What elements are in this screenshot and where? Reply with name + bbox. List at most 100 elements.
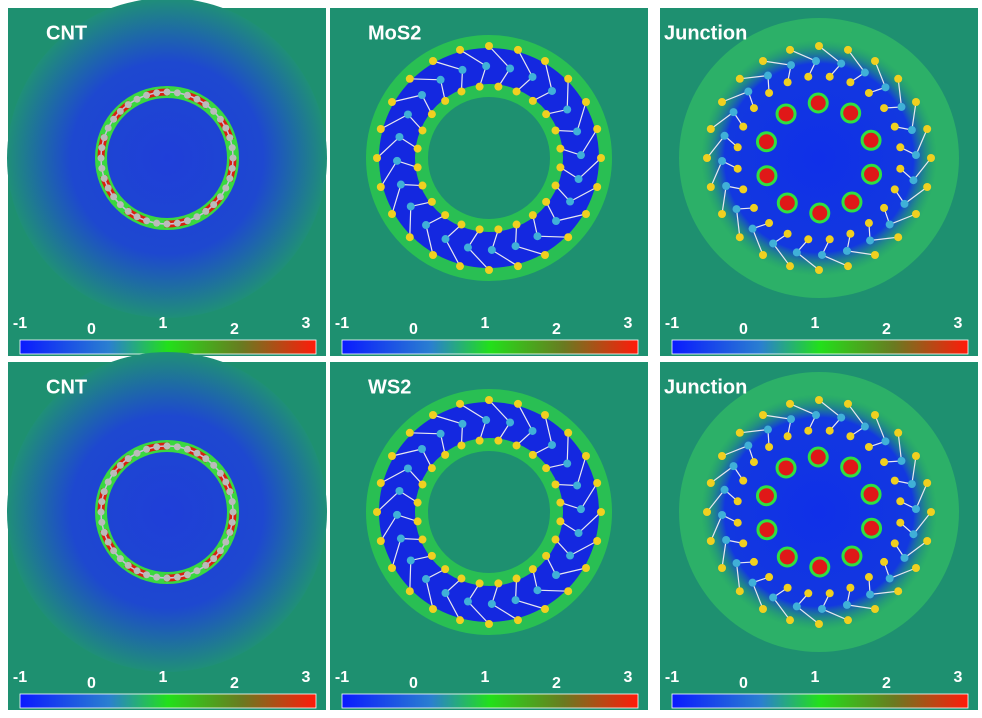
carbon-atom: [110, 470, 117, 477]
carbon-atom: [117, 462, 124, 469]
sulfur-atom: [377, 479, 385, 487]
sulfur-atom: [759, 251, 767, 259]
sulfur-atom: [441, 451, 449, 459]
sulfur-atom: [457, 441, 465, 449]
metal-atom: [488, 246, 496, 254]
metal-atom: [769, 593, 777, 601]
sulfur-atom: [476, 579, 484, 587]
colorbar-tick-label: 3: [302, 669, 311, 686]
metal-atom: [812, 57, 820, 65]
sulfur-atom: [418, 536, 426, 544]
sulfur-atom: [896, 497, 904, 505]
colorbar-tick-label: 3: [624, 669, 633, 686]
metal-atom: [437, 430, 445, 438]
sulfur-atom: [513, 221, 521, 229]
panel-title: CNT: [46, 22, 87, 44]
carbon-atom: [105, 538, 112, 545]
charge-spot: [757, 133, 775, 151]
carbon-atom: [117, 555, 124, 562]
sulfur-atom: [734, 143, 742, 151]
sulfur-atom: [844, 46, 852, 54]
sulfur-atom: [736, 75, 744, 83]
carbon-atom: [101, 529, 108, 536]
panel-title: Junction: [664, 22, 747, 44]
charge-spot: [809, 94, 827, 112]
colorbar: [20, 340, 316, 354]
carbon-atom: [117, 108, 124, 115]
colorbar-tick-label: 0: [739, 321, 748, 338]
charge-spot: [778, 194, 796, 212]
sulfur-atom: [406, 75, 414, 83]
metal-atom: [458, 420, 466, 428]
colorbar-tick-label: 3: [954, 669, 963, 686]
metal-atom: [552, 217, 560, 225]
metal-atom: [573, 481, 581, 489]
potential-field: [701, 40, 937, 276]
carbon-atom: [98, 144, 105, 151]
sulfur-atom: [457, 221, 465, 229]
metal-atom: [909, 176, 917, 184]
carbon-atom: [226, 175, 233, 182]
sulfur-atom: [494, 83, 502, 91]
metal-atom: [730, 462, 738, 470]
charge-spot: [842, 458, 860, 476]
carbon-atom: [101, 488, 108, 495]
sulfur-atom: [765, 573, 773, 581]
sulfur-atom: [377, 183, 385, 191]
sulfur-atom: [927, 508, 935, 516]
sulfur-atom: [765, 89, 773, 97]
sulfur-atom: [912, 452, 920, 460]
colorbar-tick-label: 3: [624, 315, 633, 332]
sulfur-atom: [513, 575, 521, 583]
sulfur-atom: [718, 452, 726, 460]
colorbar-tick-label: 1: [481, 669, 490, 686]
metal-atom: [793, 602, 801, 610]
sulfur-atom: [734, 497, 742, 505]
metal-atom: [722, 536, 730, 544]
metal-atom: [787, 61, 795, 69]
carbon-atom: [229, 144, 236, 151]
sulfur-atom: [894, 75, 902, 83]
sulfur-atom: [513, 87, 521, 95]
carbon-atom: [217, 193, 224, 200]
carbon-atom: [134, 213, 141, 220]
sulfur-atom: [871, 411, 879, 419]
sulfur-atom: [865, 573, 873, 581]
colorbar-tick-label: 2: [552, 675, 561, 692]
carbon-atom: [229, 519, 236, 526]
metal-atom: [900, 554, 908, 562]
colorbar-tick-label: -1: [335, 669, 349, 686]
metal-atom: [488, 600, 496, 608]
carbon-atom: [153, 443, 160, 450]
carbon-atom: [105, 479, 112, 486]
metal-atom: [548, 87, 556, 95]
metal-atom: [458, 66, 466, 74]
metal-atom: [733, 205, 741, 213]
sulfur-atom: [736, 587, 744, 595]
carbon-atom: [217, 470, 224, 477]
sulfur-atom: [718, 210, 726, 218]
sulfur-atom: [582, 452, 590, 460]
sulfur-atom: [703, 154, 711, 162]
metal-atom: [407, 202, 415, 210]
sulfur-atom: [784, 230, 792, 238]
metal-atom: [397, 181, 405, 189]
sulfur-atom: [457, 575, 465, 583]
sulfur-atom: [894, 429, 902, 437]
sulfur-atom: [880, 458, 888, 466]
metal-atom: [393, 511, 401, 519]
colorbar-tick-label: 2: [230, 321, 239, 338]
sulfur-atom: [529, 451, 537, 459]
page: CNT-10123MoS2-10123Junction-10123CNT-101…: [0, 0, 982, 718]
sulfur-atom: [718, 564, 726, 572]
metal-atom: [577, 151, 585, 159]
sulfur-atom: [556, 499, 564, 507]
metal-atom: [881, 437, 889, 445]
sulfur-atom: [485, 396, 493, 404]
sulfur-atom: [373, 508, 381, 516]
metal-atom: [506, 64, 514, 72]
sulfur-atom: [891, 477, 899, 485]
carbon-atom: [222, 125, 229, 132]
metal-atom: [512, 242, 520, 250]
charge-spot: [811, 204, 829, 222]
